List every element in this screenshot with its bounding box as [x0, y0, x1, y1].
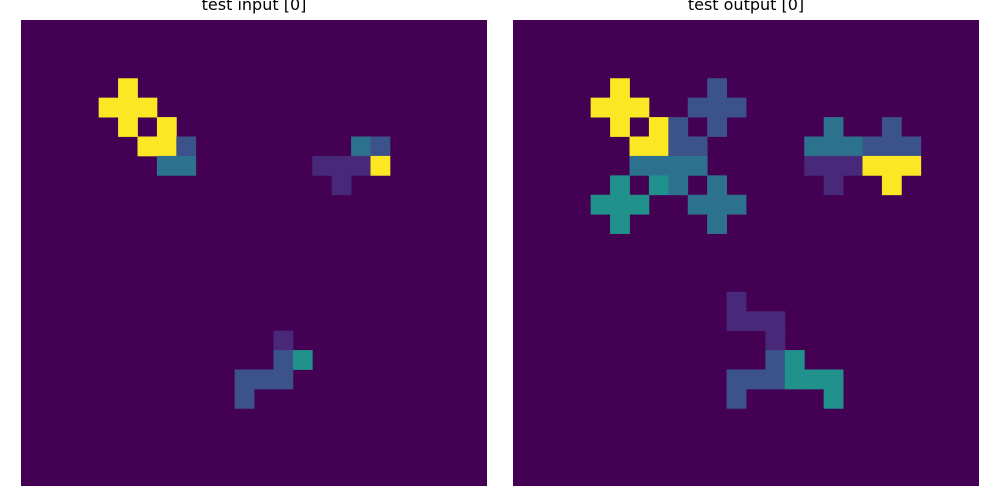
grid-cell [610, 78, 630, 99]
grid-cell [610, 97, 630, 118]
grid-cell [312, 155, 333, 176]
grid-cell [823, 117, 844, 137]
grid-cell [610, 214, 630, 234]
grid-cell [843, 155, 863, 176]
grid-cell [823, 136, 844, 157]
input-grid-title: test input [0] [201, 0, 307, 14]
grid-cell [843, 136, 863, 157]
grid-cell [668, 136, 689, 157]
grid-cell [156, 117, 177, 137]
grid-cell [901, 155, 922, 176]
grid-cell [707, 117, 727, 137]
grid-cell [726, 388, 747, 409]
grid-cell [590, 194, 611, 215]
grid-cell [137, 97, 158, 118]
grid-cell [823, 155, 844, 176]
grid-cell [746, 369, 766, 390]
grid-cell [273, 330, 294, 351]
grid-cell [707, 194, 727, 215]
grid-cell [629, 155, 650, 176]
output-grid [513, 20, 979, 486]
grid-cell [648, 117, 669, 137]
grid-cell [804, 369, 825, 390]
grid-cell [881, 155, 902, 176]
grid-cell [707, 214, 727, 234]
grid-cell [273, 369, 294, 390]
grid-cell [881, 175, 902, 196]
grid-cell [726, 97, 747, 118]
grid-cell [668, 175, 689, 196]
grid-cell [610, 194, 630, 215]
grid-cell [351, 155, 371, 176]
grid-cell [590, 97, 611, 118]
grid-cell [648, 175, 669, 196]
grid-cell [648, 136, 669, 157]
grid-cell [687, 155, 708, 176]
grid-cell [823, 175, 844, 196]
grid-cell [823, 388, 844, 409]
grid-cell [629, 194, 650, 215]
grid-cell [331, 155, 352, 176]
grid-cell [176, 136, 197, 157]
grid-cell [881, 117, 902, 137]
grid-cell [137, 136, 158, 157]
grid-cell [784, 369, 805, 390]
grid-cell [629, 97, 650, 118]
grid-cell [726, 369, 747, 390]
grid-cell [881, 136, 902, 157]
grid-cell [610, 117, 630, 137]
grid-cell [765, 330, 786, 351]
grid-cell [668, 117, 689, 137]
grid-cell [862, 136, 883, 157]
grid-cell [351, 136, 371, 157]
grid-cell [292, 350, 313, 370]
grid-cell [687, 194, 708, 215]
grid-cell [273, 350, 294, 370]
input-grid-panel: test input [0] [21, 0, 487, 486]
grid-cell [707, 97, 727, 118]
grid-cell [823, 369, 844, 390]
grid-cell [118, 78, 138, 99]
grid-cell [765, 311, 786, 332]
grid-background [21, 20, 487, 486]
grid-cell [726, 291, 747, 312]
grid-background [513, 20, 979, 486]
grid-cell [370, 155, 391, 176]
grid-cell [234, 388, 255, 409]
grid-cell [234, 369, 255, 390]
grid-cell [118, 117, 138, 137]
grid-cell [707, 175, 727, 196]
grid-cell [726, 194, 747, 215]
grid-cell [668, 155, 689, 176]
grid-cell [726, 311, 747, 332]
grid-cell [629, 136, 650, 157]
grid-cell [784, 350, 805, 370]
grid-cell [765, 369, 786, 390]
grid-cell [901, 136, 922, 157]
grid-cell [156, 136, 177, 157]
grid-cell [648, 155, 669, 176]
grid-cell [370, 136, 391, 157]
grid-cell [176, 155, 197, 176]
output-grid-title: test output [0] [687, 0, 805, 14]
grid-cell [118, 97, 138, 118]
grid-cell [707, 78, 727, 99]
grid-cell [765, 350, 786, 370]
input-grid [21, 20, 487, 486]
grid-cell [804, 155, 825, 176]
grid-cell [331, 175, 352, 196]
grid-cell [687, 97, 708, 118]
grid-cell [610, 175, 630, 196]
grid-cell [687, 136, 708, 157]
grid-cell [156, 155, 177, 176]
grid-cell [804, 136, 825, 157]
grid-cell [862, 155, 883, 176]
grid-cell [254, 369, 274, 390]
output-grid-panel: test output [0] [513, 0, 979, 486]
grid-cell [746, 311, 766, 332]
grid-cell [98, 97, 119, 118]
